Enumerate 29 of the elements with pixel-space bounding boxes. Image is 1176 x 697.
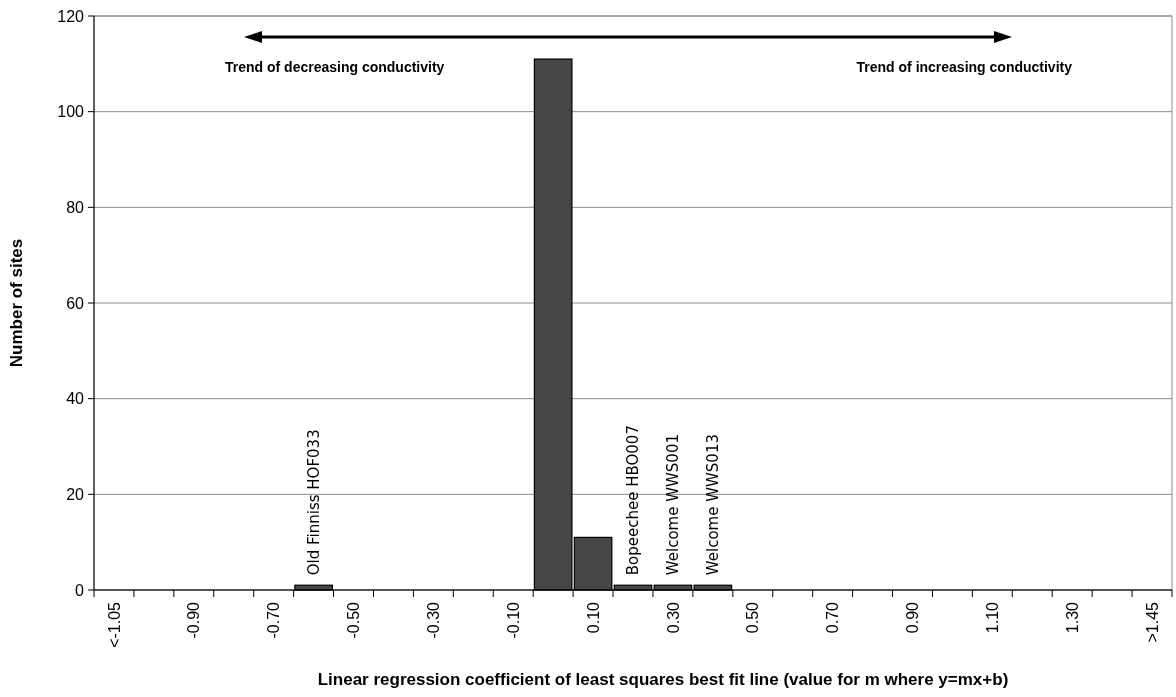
y-tick-label: 40 bbox=[66, 390, 85, 408]
x-axis-title: Linear regression coefficient of least squares best fit line (value for m where y=mx+b) bbox=[317, 670, 1009, 689]
y-tick-label: 0 bbox=[75, 581, 85, 599]
x-tick-label: 1.30 bbox=[1063, 601, 1081, 634]
y-tick-label: 60 bbox=[66, 294, 85, 312]
data-label: Welcome WWS013 bbox=[704, 434, 723, 576]
y-tick-label: 120 bbox=[57, 7, 85, 25]
annotation: Trend of decreasing conductivity bbox=[225, 59, 445, 75]
data-label: Welcome WWS001 bbox=[664, 434, 683, 576]
data-label: Old Finniss HOF033 bbox=[304, 429, 323, 576]
x-tick-label: -0.30 bbox=[424, 601, 442, 639]
y-axis-title: Number of sites bbox=[7, 238, 26, 368]
data-label: Bopeechee HBO007 bbox=[624, 425, 643, 576]
y-tick-label: 100 bbox=[57, 103, 85, 121]
x-tick-label: 0.90 bbox=[904, 601, 922, 634]
x-tick-label: 0.10 bbox=[584, 601, 602, 634]
x-tick-label: 0.30 bbox=[664, 601, 682, 634]
x-tick-label: 1.10 bbox=[983, 601, 1001, 634]
x-tick-label: -0.90 bbox=[185, 601, 203, 639]
y-tick-label: 80 bbox=[66, 198, 85, 216]
x-tick-label: 0.70 bbox=[824, 601, 842, 634]
x-tick-label: -0.50 bbox=[345, 601, 363, 639]
y-tick-label: 20 bbox=[66, 485, 85, 503]
x-tick-label: <-1.05 bbox=[105, 601, 123, 648]
x-tick-label: -0.10 bbox=[504, 601, 522, 639]
annotation: Trend of increasing conductivity bbox=[856, 59, 1073, 75]
x-tick-label: 0.50 bbox=[744, 601, 762, 634]
x-tick-label: -0.70 bbox=[265, 601, 283, 639]
x-tick-label: >1.45 bbox=[1143, 601, 1161, 643]
